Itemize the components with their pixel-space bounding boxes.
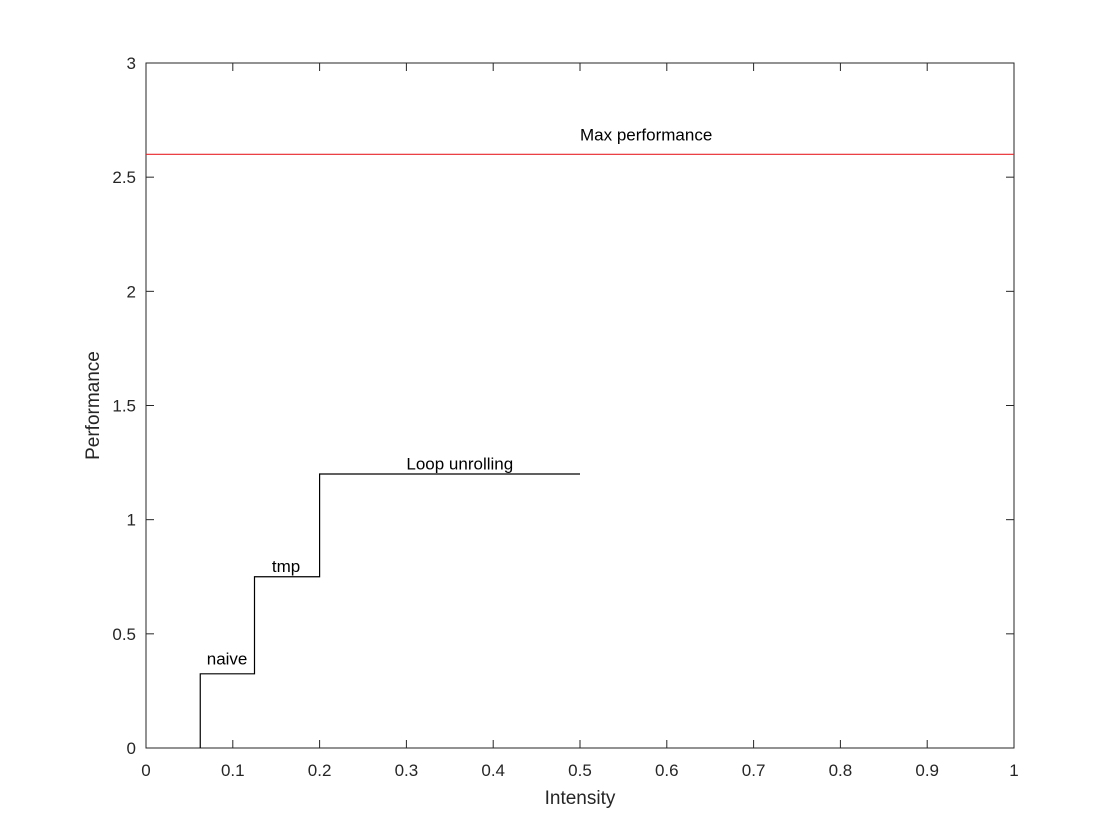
y-tick-label: 3: [127, 54, 136, 73]
x-tick-label: 1: [1009, 761, 1018, 780]
x-axis-title: Intensity: [545, 788, 616, 809]
x-tick-label: 0.4: [481, 761, 505, 780]
y-tick-label: 2.5: [112, 168, 136, 187]
x-tick-label: 0.9: [915, 761, 939, 780]
y-tick-label: 2: [127, 282, 136, 301]
y-tick-label: 0: [127, 739, 136, 758]
annotation-label: Loop unrolling: [406, 454, 513, 473]
annotation-label: Max performance: [580, 126, 712, 145]
series-line-1: [199, 473, 580, 748]
y-axis-title: Performance: [83, 351, 104, 460]
y-tick-label: 1: [127, 511, 136, 530]
x-tick-label: 0.8: [829, 761, 853, 780]
y-tick-label: 1.5: [112, 397, 136, 416]
x-tick-label: 0: [141, 761, 150, 780]
x-tick-label: 0.7: [742, 761, 766, 780]
annotation-label: tmp: [272, 557, 300, 576]
x-tick-label: 0.6: [655, 761, 679, 780]
x-tick-label: 0.3: [395, 761, 419, 780]
y-tick-label: 0.5: [112, 625, 136, 644]
x-tick-label: 0.5: [568, 761, 592, 780]
x-tick-label: 0.2: [308, 761, 332, 780]
annotation-label: naive: [207, 650, 248, 669]
plot-area: [145, 62, 1015, 749]
x-tick-label: 0.1: [221, 761, 245, 780]
